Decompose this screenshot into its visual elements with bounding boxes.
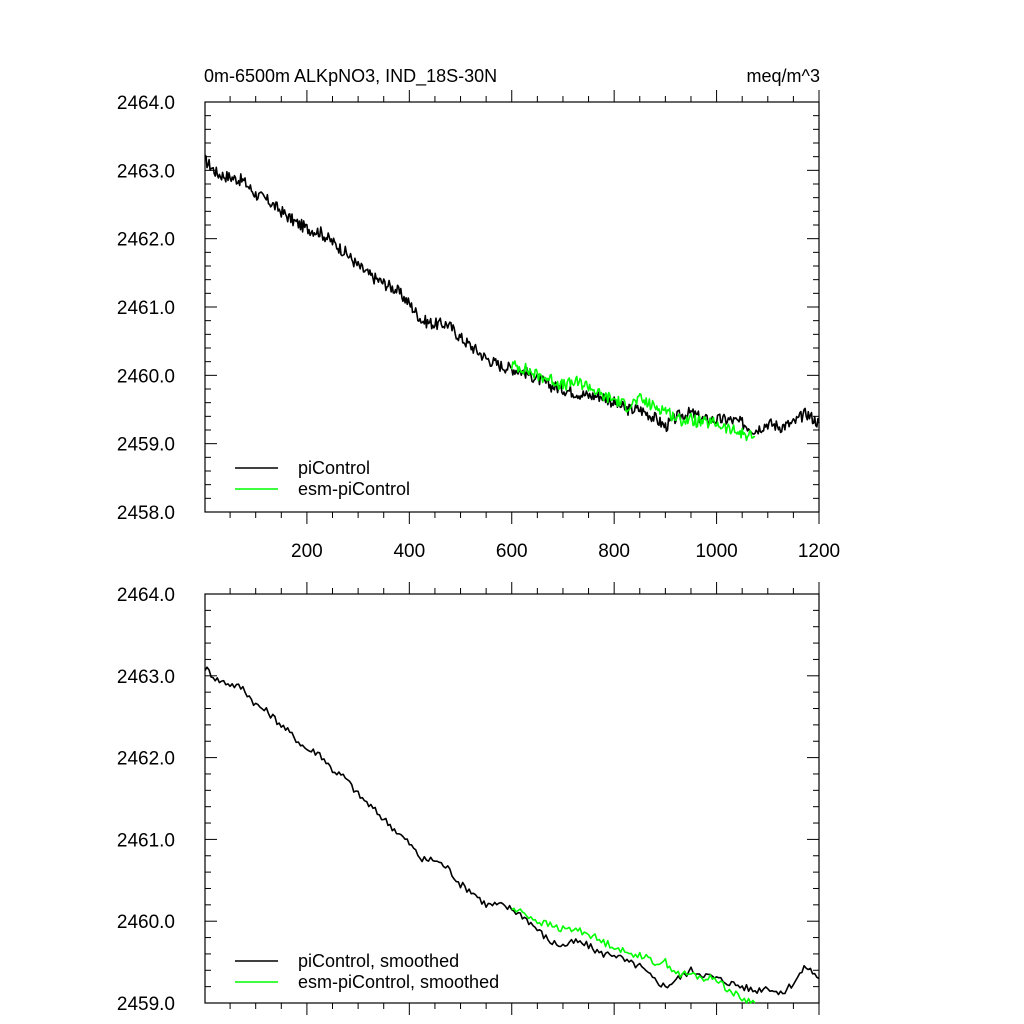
y-tick-label: 2464.0 <box>117 585 175 606</box>
y-tick-label: 2459.0 <box>117 435 175 456</box>
bottom-panel: 2459.0 2460.0 2461.0 2462.0 2463.0 2464.0 piCo… <box>117 582 820 1015</box>
x-tick-label: 1000 <box>695 541 737 562</box>
y-tick-label: 2464.0 <box>117 93 175 114</box>
x-tick-label: 400 <box>393 541 425 562</box>
series-line-picontrol-smoothed <box>204 666 820 996</box>
legend-label: piControl <box>298 458 370 478</box>
top-panel: 2458.0 2459.0 2460.0 2461.0 2462.0 2463.0 2464… <box>117 90 840 562</box>
y-tick-label: 2460.0 <box>117 912 175 933</box>
y-tick-label: 2463.0 <box>117 161 175 182</box>
x-tick-label: 800 <box>598 541 630 562</box>
y-tick-label: 2461.0 <box>117 298 175 319</box>
chart-title: 0m-6500m ALKpNO3, IND_18S-30N <box>204 66 497 87</box>
x-tick-label: 200 <box>291 541 323 562</box>
chart-units: meq/m^3 <box>747 66 820 86</box>
series-line-esm-picontrol <box>510 360 756 442</box>
y-tick-label: 2463.0 <box>117 667 175 688</box>
legend-label: piControl, smoothed <box>298 951 459 971</box>
y-tick-label: 2458.0 <box>117 503 175 524</box>
y-tick-label: 2460.0 <box>117 366 175 387</box>
y-tick-label: 2461.0 <box>117 830 175 851</box>
x-tick-label: 1200 <box>798 541 840 562</box>
x-tick-label: 600 <box>496 541 528 562</box>
y-tick-label: 2462.0 <box>117 230 175 251</box>
legend-label: esm-piControl, smoothed <box>298 972 499 992</box>
y-tick-label: 2462.0 <box>117 749 175 770</box>
legend-label: esm-piControl <box>298 479 410 499</box>
series-line-esm-picontrol-smoothed <box>511 907 756 1004</box>
y-tick-label: 2459.0 <box>117 994 175 1015</box>
